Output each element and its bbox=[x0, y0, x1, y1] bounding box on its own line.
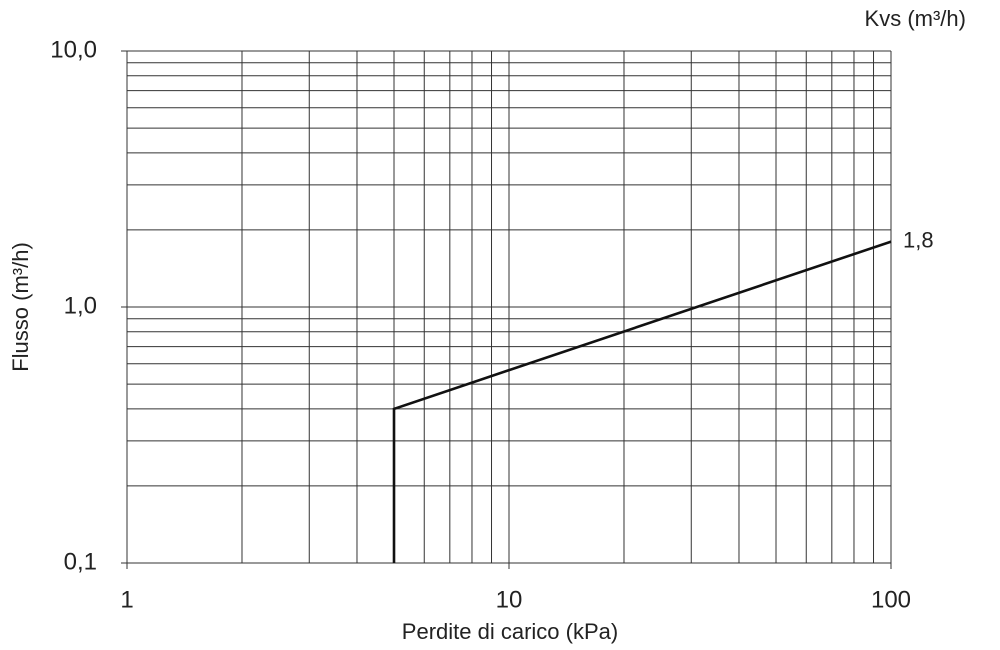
value-label: 1,8 bbox=[903, 227, 934, 252]
x-tick-label: 100 bbox=[871, 586, 911, 613]
y-tick-label: 0,1 bbox=[64, 548, 97, 575]
x-axis-title: Perdite di carico (kPa) bbox=[402, 619, 618, 644]
x-tick-label: 1 bbox=[120, 586, 133, 613]
y-tick-label: 10,0 bbox=[50, 36, 97, 63]
annotation: Kvs (m³/h) bbox=[865, 6, 966, 31]
x-tick-label: 10 bbox=[496, 586, 523, 613]
series-line bbox=[392, 240, 892, 563]
y-tick-label: 1,0 bbox=[64, 292, 97, 319]
y-axis-title: Flusso (m³/h) bbox=[8, 242, 33, 372]
